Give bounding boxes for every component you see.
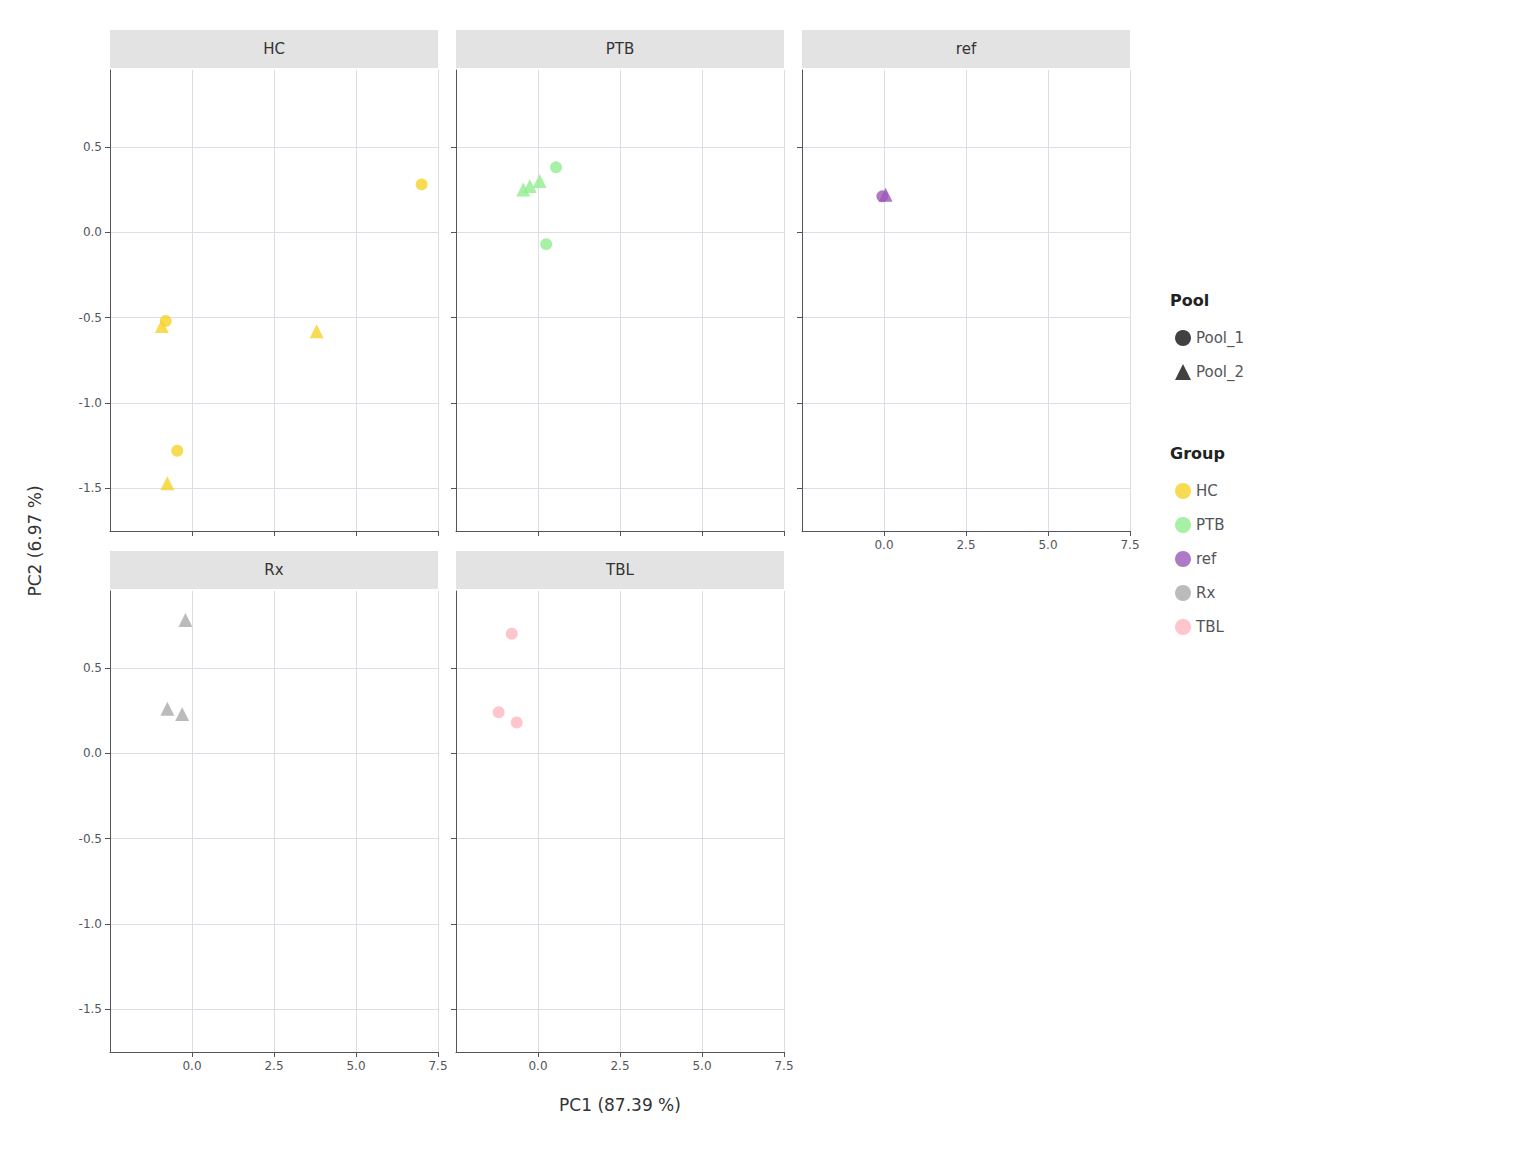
svg-text:Pool: Pool — [1170, 291, 1209, 310]
svg-text:0.5: 0.5 — [83, 661, 102, 675]
svg-text:-1.5: -1.5 — [79, 1002, 102, 1016]
svg-text:Rx: Rx — [1196, 584, 1215, 602]
svg-text:0.0: 0.0 — [83, 746, 102, 760]
svg-text:PTB: PTB — [1196, 516, 1225, 534]
svg-text:0.0: 0.0 — [874, 538, 893, 552]
svg-text:0.5: 0.5 — [83, 140, 102, 154]
svg-text:-1.0: -1.0 — [79, 396, 102, 410]
svg-text:PC2 (6.97 %): PC2 (6.97 %) — [25, 485, 45, 596]
svg-text:PTB: PTB — [606, 40, 635, 58]
svg-text:TBL: TBL — [1195, 618, 1224, 636]
svg-text:5.0: 5.0 — [1038, 538, 1057, 552]
svg-text:TBL: TBL — [605, 561, 634, 579]
svg-text:2.5: 2.5 — [610, 1059, 629, 1073]
svg-text:HC: HC — [263, 40, 285, 58]
svg-text:0.0: 0.0 — [83, 225, 102, 239]
svg-text:Group: Group — [1170, 444, 1225, 463]
svg-text:7.5: 7.5 — [774, 1059, 793, 1073]
svg-text:Rx: Rx — [264, 561, 283, 579]
svg-text:Pool_2: Pool_2 — [1196, 363, 1244, 382]
svg-text:PC1 (87.39 %): PC1 (87.39 %) — [559, 1095, 681, 1115]
svg-text:2.5: 2.5 — [956, 538, 975, 552]
svg-text:-0.5: -0.5 — [79, 311, 102, 325]
svg-text:-1.0: -1.0 — [79, 917, 102, 931]
svg-text:-0.5: -0.5 — [79, 832, 102, 846]
svg-text:HC: HC — [1196, 482, 1218, 500]
svg-text:7.5: 7.5 — [1120, 538, 1139, 552]
svg-text:0.0: 0.0 — [528, 1059, 547, 1073]
svg-text:-1.5: -1.5 — [79, 481, 102, 495]
svg-text:2.5: 2.5 — [264, 1059, 283, 1073]
svg-text:7.5: 7.5 — [428, 1059, 447, 1073]
svg-text:5.0: 5.0 — [692, 1059, 711, 1073]
svg-text:5.0: 5.0 — [346, 1059, 365, 1073]
svg-text:0.0: 0.0 — [182, 1059, 201, 1073]
svg-text:ref: ref — [956, 40, 977, 58]
svg-text:Pool_1: Pool_1 — [1196, 329, 1244, 348]
svg-text:ref: ref — [1196, 550, 1217, 568]
